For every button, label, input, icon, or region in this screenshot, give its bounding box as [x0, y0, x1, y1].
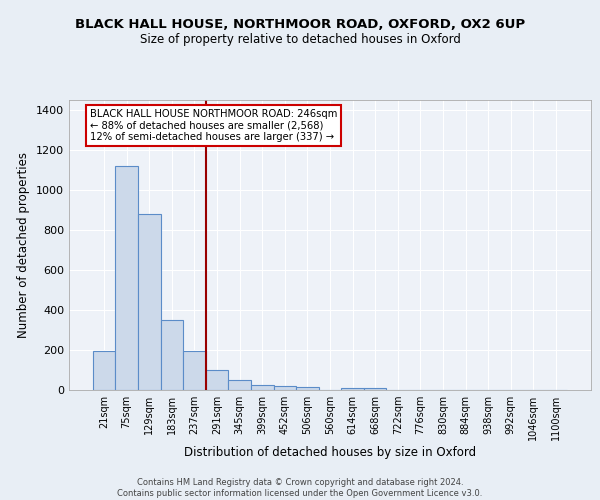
Text: BLACK HALL HOUSE NORTHMOOR ROAD: 246sqm
← 88% of detached houses are smaller (2,: BLACK HALL HOUSE NORTHMOOR ROAD: 246sqm … — [90, 108, 337, 142]
Bar — [183, 352, 206, 390]
Bar — [161, 320, 183, 390]
Bar — [229, 380, 251, 390]
Bar — [364, 388, 386, 390]
X-axis label: Distribution of detached houses by size in Oxford: Distribution of detached houses by size … — [184, 446, 476, 458]
Bar — [274, 386, 296, 390]
Bar — [206, 370, 229, 390]
Bar — [138, 214, 161, 390]
Bar — [93, 352, 115, 390]
Y-axis label: Number of detached properties: Number of detached properties — [17, 152, 31, 338]
Bar — [341, 388, 364, 390]
Text: BLACK HALL HOUSE, NORTHMOOR ROAD, OXFORD, OX2 6UP: BLACK HALL HOUSE, NORTHMOOR ROAD, OXFORD… — [75, 18, 525, 30]
Text: Contains HM Land Registry data © Crown copyright and database right 2024.
Contai: Contains HM Land Registry data © Crown c… — [118, 478, 482, 498]
Bar — [296, 387, 319, 390]
Bar — [115, 166, 138, 390]
Bar — [251, 385, 274, 390]
Text: Size of property relative to detached houses in Oxford: Size of property relative to detached ho… — [140, 32, 460, 46]
